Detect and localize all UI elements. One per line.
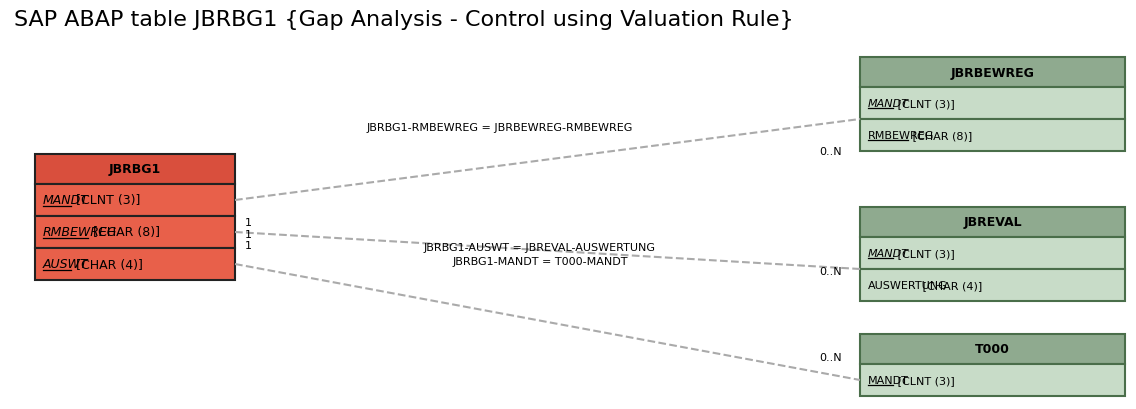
Text: RMBEWREG: RMBEWREG bbox=[43, 226, 117, 239]
Text: T000: T000 bbox=[975, 343, 1010, 356]
Bar bbox=[860, 364, 1125, 396]
Bar bbox=[35, 216, 235, 248]
Text: JBRBEWREG: JBRBEWREG bbox=[951, 66, 1035, 79]
Text: AUSWERTUNG: AUSWERTUNG bbox=[868, 280, 947, 290]
Text: JBRBG1-RMBEWREG = JBRBEWREG-RMBEWREG: JBRBG1-RMBEWREG = JBRBEWREG-RMBEWREG bbox=[367, 123, 633, 133]
Text: SAP ABAP table JBRBG1 {Gap Analysis - Control using Valuation Rule}: SAP ABAP table JBRBG1 {Gap Analysis - Co… bbox=[14, 10, 794, 30]
Text: MANDT: MANDT bbox=[43, 194, 89, 207]
Bar bbox=[860, 237, 1125, 270]
Text: [CLNT (3)]: [CLNT (3)] bbox=[894, 248, 954, 258]
Text: MANDT: MANDT bbox=[868, 375, 909, 385]
Text: [CLNT (3)]: [CLNT (3)] bbox=[894, 99, 954, 109]
Text: RMBEWREG: RMBEWREG bbox=[868, 131, 935, 141]
Text: 0..N: 0..N bbox=[819, 352, 842, 362]
Text: AUSWT: AUSWT bbox=[43, 258, 89, 271]
Text: [CLNT (3)]: [CLNT (3)] bbox=[894, 375, 954, 385]
Text: JBRBG1: JBRBG1 bbox=[109, 163, 161, 176]
Text: JBREVAL: JBREVAL bbox=[963, 216, 1021, 229]
Text: 0..N: 0..N bbox=[819, 266, 842, 276]
Text: MANDT: MANDT bbox=[868, 99, 909, 109]
Text: [CHAR (8)]: [CHAR (8)] bbox=[909, 131, 972, 141]
Text: 1
1
1: 1 1 1 bbox=[245, 218, 252, 251]
Bar bbox=[860, 88, 1125, 120]
Bar bbox=[860, 120, 1125, 152]
Text: [CHAR (4)]: [CHAR (4)] bbox=[919, 280, 982, 290]
Text: JBRBG1-AUSWT = JBREVAL-AUSWERTUNG
JBRBG1-MANDT = T000-MANDT: JBRBG1-AUSWT = JBREVAL-AUSWERTUNG JBRBG1… bbox=[424, 243, 655, 266]
Bar bbox=[860, 207, 1125, 237]
Text: MANDT: MANDT bbox=[868, 248, 909, 258]
Bar bbox=[35, 155, 235, 184]
Text: [CHAR (4)]: [CHAR (4)] bbox=[72, 258, 143, 271]
Text: 0..N: 0..N bbox=[819, 147, 842, 157]
Bar bbox=[860, 58, 1125, 88]
Bar bbox=[35, 248, 235, 280]
Bar bbox=[35, 184, 235, 216]
Text: [CLNT (3)]: [CLNT (3)] bbox=[72, 194, 140, 207]
Text: [CHAR (8)]: [CHAR (8)] bbox=[89, 226, 160, 239]
Bar bbox=[860, 270, 1125, 301]
Bar bbox=[860, 334, 1125, 364]
